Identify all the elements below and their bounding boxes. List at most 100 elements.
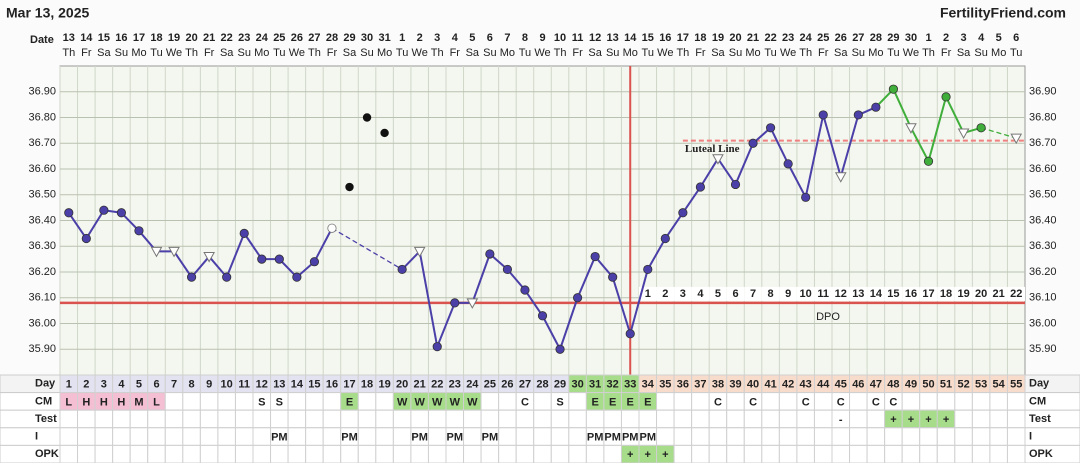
cell: [954, 409, 973, 429]
cell: [217, 409, 236, 429]
cell-label: W: [467, 396, 478, 408]
temp-segment: [85, 209, 105, 240]
cell: [287, 427, 307, 446]
cell: [989, 409, 1008, 429]
dpo-label: 14: [870, 288, 883, 300]
cell: [147, 427, 166, 446]
cell: [515, 409, 535, 429]
weekday-label: We: [903, 47, 919, 59]
dpo-label: 7: [750, 288, 756, 300]
weekday-label: Th: [554, 47, 567, 59]
cell-label: W: [414, 396, 425, 408]
cell-label: W: [397, 396, 408, 408]
cell: [129, 444, 149, 463]
temp-segment: [769, 127, 790, 165]
temp-point: [81, 233, 91, 244]
cell-label: 15: [308, 379, 320, 391]
temp-point: [748, 138, 758, 148]
temp-point: [555, 344, 565, 354]
cell: [112, 444, 131, 463]
temp-segment: [804, 114, 825, 198]
cell: [375, 392, 394, 411]
cell: [182, 392, 201, 411]
dpo-cell: [691, 286, 710, 301]
temp-segment: [927, 96, 948, 162]
cell: [217, 392, 236, 411]
temp-point: [485, 249, 495, 259]
temp-point: [801, 192, 811, 202]
cell-label: PM: [640, 432, 657, 444]
dpo-cell: [656, 286, 675, 301]
weekday-label: Fr: [450, 47, 461, 59]
y-tick-label: 36.00: [1029, 317, 1057, 329]
y-tick-label: 36.20: [28, 266, 56, 278]
weekday-label: Sa: [957, 47, 971, 59]
temp-point: [116, 208, 127, 218]
cell-label: 23: [449, 379, 461, 391]
luteal-label: Luteal Line: [685, 143, 740, 155]
cell-label: 48: [887, 379, 899, 391]
cell: [919, 392, 938, 411]
cell: [94, 427, 114, 446]
cell: [568, 409, 587, 429]
temp-segment: [787, 163, 807, 198]
cell: [954, 444, 973, 463]
cell: [59, 427, 79, 446]
temp-segment: [243, 232, 263, 260]
temp-segment: [734, 142, 754, 185]
cell-label: C: [749, 396, 757, 408]
cell: [182, 409, 201, 429]
temp-point: [695, 182, 706, 192]
cell-label: 2: [83, 379, 89, 391]
cell: [533, 392, 552, 411]
dpo-label: 22: [1010, 288, 1022, 300]
temp-point: [905, 123, 917, 134]
cell: [761, 427, 780, 446]
cell: [1006, 444, 1026, 463]
cell: [936, 392, 956, 411]
cell: [77, 409, 96, 429]
cell: [1006, 427, 1026, 446]
cell: [884, 427, 903, 446]
temp-point: [660, 233, 670, 244]
cell-label: 28: [536, 379, 548, 391]
cell: [656, 427, 675, 446]
cell: [463, 444, 482, 463]
date-label: 15: [642, 32, 654, 44]
cell: [673, 409, 693, 429]
date-label: 22: [764, 32, 776, 44]
cell: [199, 444, 219, 463]
cell: [270, 444, 289, 463]
date-label: 14: [80, 32, 93, 44]
date-label: 19: [168, 32, 180, 44]
temp-segment: [541, 315, 561, 350]
cell: [673, 392, 693, 411]
cell-label: 44: [817, 379, 830, 391]
cell: [199, 409, 219, 429]
cell: [761, 392, 780, 411]
temp-segment: [173, 250, 193, 278]
temp-point: [818, 110, 828, 120]
cell: [691, 392, 710, 411]
dpo-label: 1: [645, 288, 651, 300]
cell-label: PM: [411, 432, 428, 444]
cell: [498, 409, 517, 429]
cell-label: PM: [482, 432, 499, 444]
cell: [59, 444, 79, 463]
y-tick-label: 36.70: [1029, 137, 1057, 149]
cell-label: +: [890, 414, 896, 426]
cell: [94, 444, 114, 463]
row-label: Date: [30, 34, 54, 46]
cell: [936, 444, 956, 463]
cell: [831, 444, 851, 463]
temp-segment: [576, 256, 597, 299]
cell-label: C: [889, 396, 897, 408]
date-label: 16: [659, 32, 671, 44]
cell: [392, 409, 412, 429]
cell: [498, 427, 517, 446]
weekday-label: Tu: [1010, 47, 1022, 59]
temp-point: [625, 329, 635, 339]
cell: [199, 427, 219, 446]
temp-point: [976, 123, 986, 133]
dpo-cell: [726, 286, 745, 301]
